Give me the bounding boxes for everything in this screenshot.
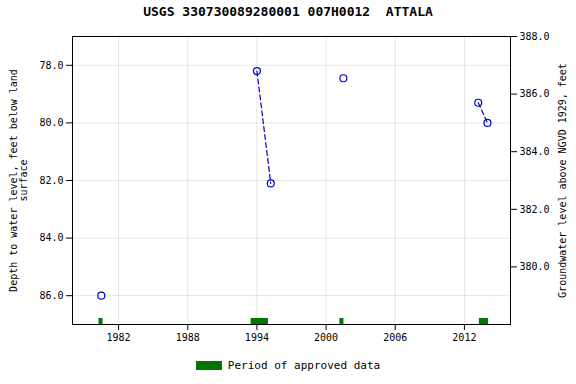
svg-text:380.0: 380.0 — [520, 261, 550, 272]
svg-text:86.0: 86.0 — [39, 290, 63, 301]
svg-text:2006: 2006 — [383, 332, 407, 343]
svg-text:Depth to water level, feet bel: Depth to water level, feet below landsur… — [8, 69, 29, 292]
svg-text:388.0: 388.0 — [520, 31, 550, 42]
svg-text:1994: 1994 — [245, 332, 269, 343]
svg-text:382.0: 382.0 — [520, 204, 550, 215]
svg-text:384.0: 384.0 — [520, 146, 550, 157]
html-text:USGS 330730089280001 007H0012: USGS 330730089280001 007H0012 ATTALA — [143, 4, 433, 19]
html-text:Period of approved data: Period of approved data — [227, 358, 381, 372]
svg-text:2000: 2000 — [314, 332, 338, 343]
svg-text:82.0: 82.0 — [39, 175, 63, 186]
svg-text:1982: 1982 — [107, 332, 131, 343]
svg-text:Groundwater level above NGVD 1: Groundwater level above NGVD 1929, feet — [557, 63, 568, 298]
svg-text:2012: 2012 — [452, 332, 476, 343]
svg-text:84.0: 84.0 — [39, 232, 63, 243]
svg-text:1988: 1988 — [176, 332, 200, 343]
svg-text:78.0: 78.0 — [39, 60, 63, 71]
svg-text:386.0: 386.0 — [520, 88, 550, 99]
svg-text:80.0: 80.0 — [39, 117, 63, 128]
